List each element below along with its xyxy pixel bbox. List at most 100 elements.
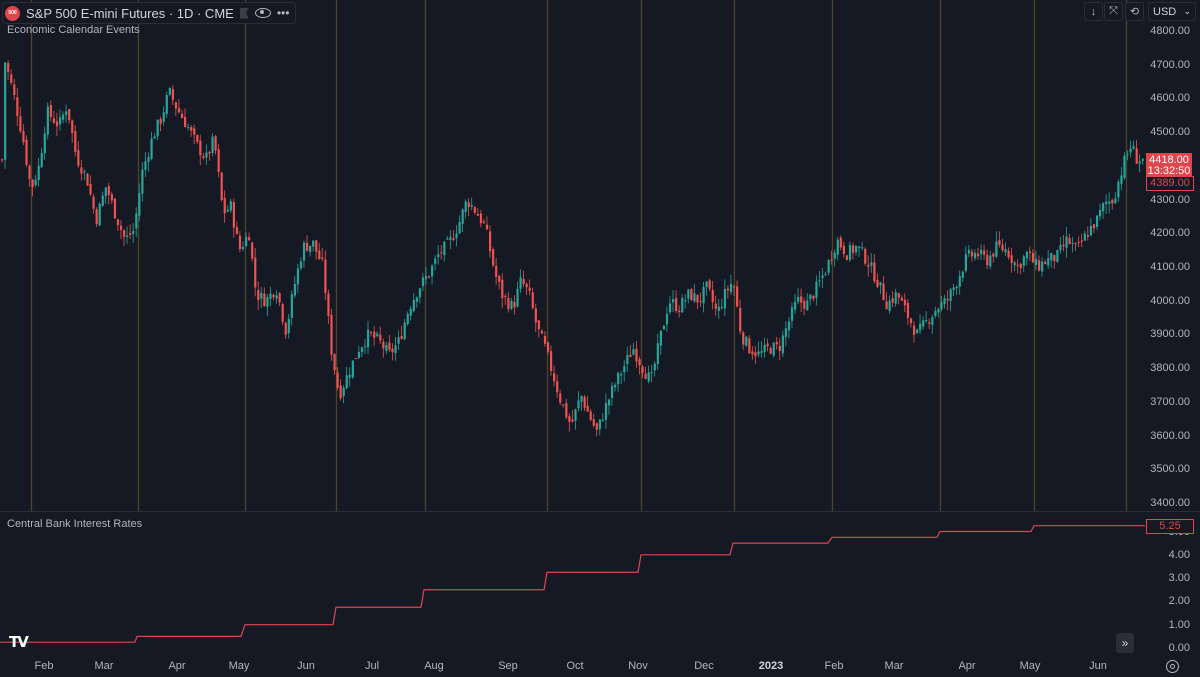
settings-icon[interactable] <box>1166 660 1179 673</box>
candle <box>336 367 339 391</box>
candle <box>437 245 440 265</box>
candle <box>986 249 989 270</box>
candle <box>784 321 788 347</box>
candle <box>1123 152 1126 180</box>
candle <box>949 287 952 312</box>
candle <box>190 124 193 137</box>
candle <box>659 330 662 355</box>
candle <box>440 244 443 260</box>
candle <box>211 133 214 157</box>
pane-divider[interactable] <box>0 511 1200 512</box>
candle <box>327 289 330 325</box>
candle <box>891 291 894 308</box>
price-axis-label: 3800.00 <box>1150 362 1190 375</box>
candle <box>299 257 303 271</box>
rate-axis[interactable]: 5.004.003.002.001.000.00 <box>1145 512 1200 657</box>
price-axis[interactable]: 4800.004700.004600.004500.004400.004300.… <box>1145 0 1200 511</box>
candle <box>86 173 89 186</box>
rate-last-tag: 5.25 <box>1146 519 1194 534</box>
candle <box>803 297 806 316</box>
candle <box>781 330 784 358</box>
candle <box>153 133 156 139</box>
price-axis-label: 4700.00 <box>1150 58 1190 71</box>
scroll-down-button[interactable]: ↓ <box>1084 2 1103 21</box>
candle <box>421 273 425 292</box>
candle <box>199 134 202 166</box>
candle <box>309 245 312 257</box>
rate-axis-label: 0.00 <box>1168 642 1190 654</box>
last-price: 4418.00 <box>1149 154 1189 166</box>
candle <box>159 116 162 132</box>
symbol-header[interactable]: 500 S&P 500 E-mini Futures · 1D · CME ••… <box>2 2 297 24</box>
time-axis-label: Dec <box>694 660 714 672</box>
candle <box>736 280 739 308</box>
candle <box>952 283 955 297</box>
candle <box>1044 259 1047 265</box>
candle <box>269 286 272 307</box>
candle <box>251 241 254 262</box>
candle <box>653 361 656 377</box>
candle <box>187 123 190 131</box>
candle <box>556 374 559 398</box>
time-axis-label: 2023 <box>758 660 784 672</box>
candle <box>382 338 385 358</box>
candle <box>607 398 611 415</box>
candle <box>403 318 406 341</box>
candle <box>763 337 766 358</box>
candle <box>397 330 400 350</box>
candle <box>1071 236 1074 253</box>
candle <box>470 197 473 211</box>
reset-chart-button[interactable]: ⟲ <box>1125 2 1144 21</box>
candle <box>882 275 885 301</box>
candle <box>31 178 34 197</box>
candle <box>177 99 181 114</box>
eye-icon[interactable] <box>254 8 271 18</box>
candle <box>415 296 418 308</box>
candle <box>482 219 486 225</box>
flag-icon[interactable] <box>239 7 249 19</box>
candle <box>604 393 608 429</box>
symbol-title[interactable]: S&P 500 E-mini Futures · 1D · CME <box>26 5 234 21</box>
candle <box>678 305 681 318</box>
candle <box>315 240 318 260</box>
prev-close-tag: 4389.00 <box>1146 176 1194 191</box>
candle <box>629 344 632 358</box>
auto-scale-button[interactable]: ⤧ <box>1104 2 1123 21</box>
candle <box>223 190 226 223</box>
candle <box>272 293 275 301</box>
candle <box>973 249 977 261</box>
candle <box>1034 250 1038 271</box>
candle <box>229 198 232 214</box>
candlestick-chart[interactable] <box>0 0 1145 511</box>
tradingview-logo[interactable]: TV <box>9 633 29 651</box>
go-to-realtime-button[interactable]: » <box>1116 633 1134 653</box>
candle <box>202 152 205 160</box>
candle <box>690 287 693 301</box>
candle <box>855 244 858 256</box>
main-pane-title: Economic Calendar Events <box>7 24 140 36</box>
candle <box>900 295 903 301</box>
candle <box>391 343 394 361</box>
candle <box>601 412 605 422</box>
candle <box>455 225 458 247</box>
candle <box>571 410 574 423</box>
candle <box>43 126 46 160</box>
time-axis-label: Aug <box>424 660 444 672</box>
candle <box>431 263 434 285</box>
candle <box>7 60 10 81</box>
more-icon[interactable]: ••• <box>276 6 290 20</box>
interest-rate-pane[interactable] <box>0 512 1145 657</box>
price-pane[interactable] <box>0 0 1145 511</box>
currency-value: USD <box>1153 5 1177 18</box>
interest-rate-line-chart[interactable] <box>0 512 1145 657</box>
candle <box>977 247 980 260</box>
currency-select[interactable]: USD ⌄ <box>1148 2 1196 21</box>
candle <box>513 295 516 315</box>
time-axis[interactable]: Feb Mar Apr May Jun Jul Aug Sep Oct Nov Dec 2023 Feb… <box>0 657 1200 677</box>
candle <box>614 382 617 392</box>
candle <box>928 318 931 329</box>
candle <box>757 341 760 358</box>
candle <box>675 290 678 314</box>
candle <box>528 279 531 296</box>
candle <box>357 345 361 360</box>
